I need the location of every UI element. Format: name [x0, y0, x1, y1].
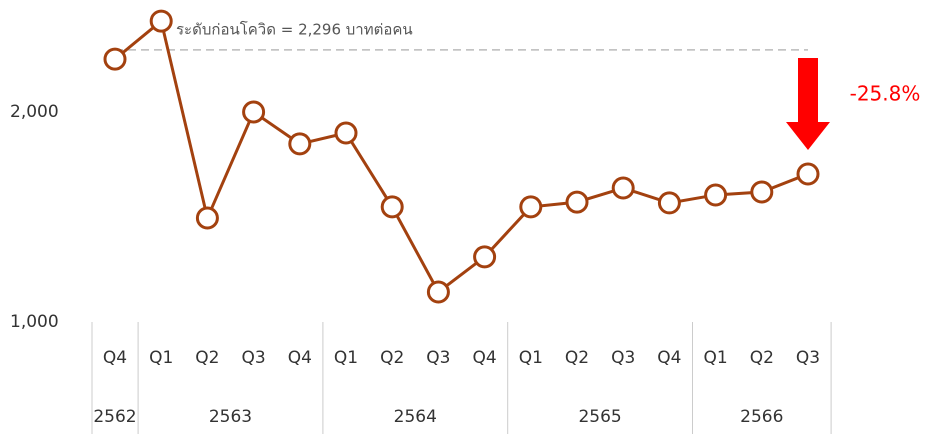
point-marker [657, 191, 681, 215]
point-marker [519, 195, 543, 219]
point-marker [611, 176, 635, 200]
x-tick-label: Q3 [241, 348, 265, 368]
x-tick-label: Q4 [472, 348, 496, 368]
x-tick-label: Q1 [149, 348, 173, 368]
x-tick-label: Q1 [703, 348, 727, 368]
point-marker [149, 9, 173, 33]
point-marker [750, 180, 774, 204]
x-tick-label: Q3 [796, 348, 820, 368]
y-tick-label: 2,000 [10, 102, 59, 122]
y-tick-label: 1,000 [10, 312, 59, 332]
x-tick-label: Q3 [611, 348, 635, 368]
point-marker [334, 121, 358, 145]
point-marker [796, 162, 820, 186]
x-tick-label: Q1 [334, 348, 358, 368]
point-marker [103, 47, 127, 71]
x-tick-label: Q2 [750, 348, 774, 368]
change-label: -25.8% [850, 82, 921, 106]
x-tick-label: Q2 [195, 348, 219, 368]
x-group-label: 2562 [93, 407, 136, 427]
x-group-label: 2565 [578, 407, 621, 427]
x-group-label: 2566 [740, 407, 783, 427]
point-marker [380, 195, 404, 219]
change-arrow [786, 58, 830, 150]
x-tick-label: Q4 [657, 348, 681, 368]
x-tick-label: Q2 [565, 348, 589, 368]
x-tick-label: Q3 [426, 348, 450, 368]
point-marker [473, 245, 497, 269]
x-group-label: 2564 [394, 407, 437, 427]
point-marker [565, 190, 589, 214]
point-marker [288, 132, 312, 156]
x-tick-label: Q4 [288, 348, 312, 368]
series-line [114, 18, 809, 295]
point-marker [426, 280, 450, 304]
point-marker [704, 183, 728, 207]
point-marker [195, 206, 219, 230]
point-marker [242, 100, 266, 124]
x-group-label: 2563 [209, 407, 252, 427]
reference-label: ระดับก่อนโควิด = 2,296 บาทต่อคน [176, 21, 413, 39]
x-tick-label: Q4 [103, 348, 127, 368]
x-tick-label: Q1 [519, 348, 543, 368]
x-tick-label: Q2 [380, 348, 404, 368]
